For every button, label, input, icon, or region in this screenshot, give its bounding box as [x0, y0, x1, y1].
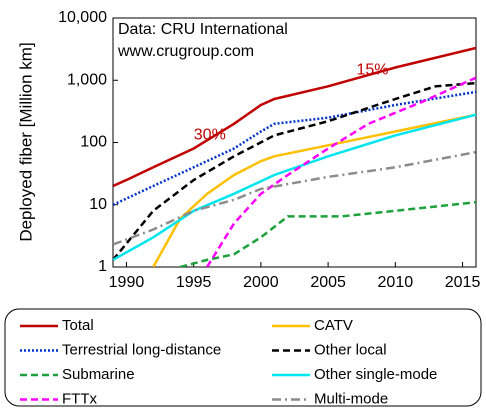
annotation: 15%	[356, 61, 388, 78]
source-note: Data: CRU International	[118, 21, 288, 38]
legend-label: CATV	[314, 317, 353, 334]
legend-box	[4, 308, 482, 407]
x-tick-label: 1995	[176, 274, 212, 291]
y-tick-label: 10,000	[58, 9, 107, 26]
x-tick-label: 2005	[310, 274, 346, 291]
annotation: 30%	[194, 127, 226, 144]
legend-label: Other local	[314, 341, 387, 358]
legend-label: Multi-mode	[314, 390, 388, 407]
series-line	[206, 76, 476, 267]
y-tick-label: 1	[98, 258, 107, 275]
y-tick-label: 1,000	[67, 71, 107, 88]
series-line	[113, 150, 476, 246]
x-tick-label: 2010	[378, 274, 414, 291]
series-line	[113, 46, 476, 188]
legend-label: Terrestrial long-distance	[62, 341, 221, 358]
source-note: www.crugroup.com	[117, 43, 254, 60]
series-line	[113, 90, 476, 206]
y-tick-label: 10	[89, 196, 107, 213]
series-line	[113, 81, 476, 261]
legend-label: Submarine	[62, 366, 135, 383]
series-line	[179, 200, 476, 267]
legend-label: Other single-mode	[314, 366, 437, 383]
series-line	[152, 113, 476, 267]
series-line	[113, 113, 476, 261]
x-tick-label: 2000	[243, 274, 279, 291]
legend-label: Total	[62, 317, 94, 334]
legend-label: FTTx	[62, 390, 97, 407]
x-tick-label: 1990	[109, 274, 145, 291]
plot-lines	[113, 46, 476, 267]
x-tick-label: 2015	[445, 274, 481, 291]
y-tick-label: 100	[80, 134, 107, 151]
y-axis-label: Deployed fiber [Million km]	[16, 42, 35, 241]
